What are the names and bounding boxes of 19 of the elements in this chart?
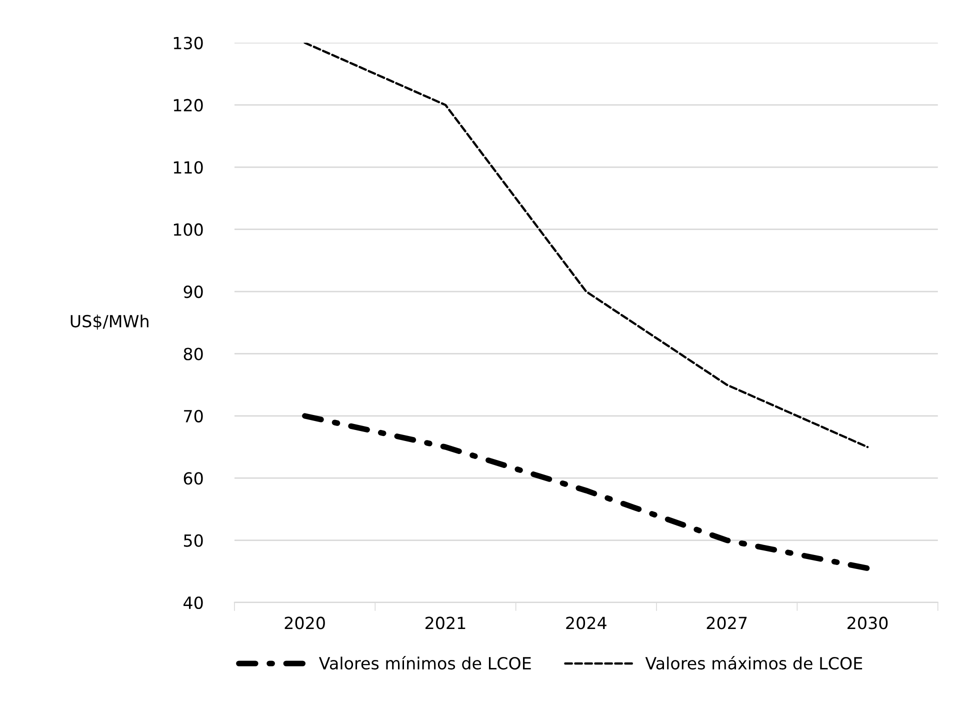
x-tick-label: 2027 (706, 616, 747, 630)
y-tick-label: 130 (174, 36, 203, 50)
y-axis-title: US$/MWh (70, 314, 148, 330)
legend-label: Valores mínimos de LCOE (318, 656, 531, 670)
x-tick-label: 2030 (848, 616, 888, 630)
x-tick-label: 2024 (566, 616, 606, 630)
y-tick-label: 70 (184, 410, 203, 422)
y-tick-label: 100 (174, 223, 203, 236)
x-tick-label: 2021 (425, 616, 466, 630)
x-tick-label: 2020 (284, 616, 325, 630)
y-tick-label: 60 (184, 472, 203, 485)
line-series (304, 42, 869, 448)
y-tick-label: 90 (184, 286, 203, 298)
y-tick-label: 120 (174, 98, 203, 112)
y-tick-label: 110 (174, 161, 203, 174)
legend-label: Valores máximos de LCOE (645, 656, 862, 670)
y-tick-label: 50 (184, 534, 203, 547)
y-tick-label: 80 (184, 348, 203, 360)
y-tick-label: 40 (184, 596, 203, 610)
